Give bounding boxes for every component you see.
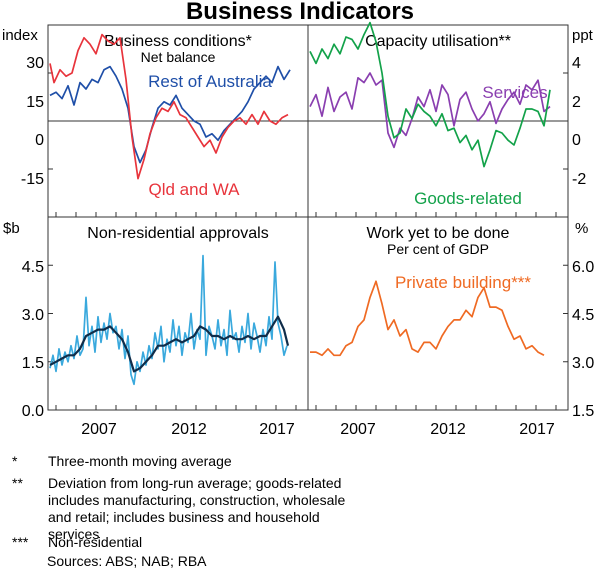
- panel2-title: Capacity utilisation**: [365, 33, 511, 50]
- main-title: Business Indicators: [186, 0, 414, 25]
- panel1-series-qld-and-wa: [49, 33, 289, 180]
- sources: Sources: ABS; NAB; RBA: [47, 553, 207, 569]
- left-xtick-2017: 2017: [259, 421, 295, 438]
- panel3-series-three-month-moving-average: [49, 315, 290, 373]
- p1-ytick-30: 30: [26, 55, 44, 72]
- panel3-series-monthly: [49, 254, 288, 386]
- p3-ytick-4-5: 4.5: [22, 259, 44, 276]
- p2-ytick-4: 4: [572, 55, 581, 72]
- p4-ytick-3-0: 3.0: [572, 355, 594, 372]
- p2-ytick-0: 0: [572, 132, 581, 149]
- label-rest-of-australia: Rest of Australia: [148, 72, 272, 91]
- left-xtick-2012: 2012: [171, 421, 207, 438]
- note-1-text: Three-month moving average: [48, 453, 232, 469]
- note-2-text: Deviation from long-run average; goods-r…: [48, 475, 346, 542]
- note-3-mark: ***: [12, 534, 29, 550]
- panel1-series-rest-of-australia: [49, 65, 291, 164]
- label-goods-related: Goods-related: [414, 189, 522, 208]
- panel4-unit-label: %: [575, 220, 588, 237]
- p2-ytick-2: 2: [572, 94, 581, 111]
- left-xtick-2007: 2007: [81, 421, 117, 438]
- panel2-unit-label: ppt: [572, 27, 594, 44]
- panel4-series-private-building: [310, 280, 545, 357]
- panel1-subtitle: Net balance: [141, 49, 216, 65]
- panel1-title: Business conditions*: [104, 33, 252, 50]
- p1-ytick-15: 15: [26, 94, 44, 111]
- p1-ytick-m15: -15: [21, 171, 44, 188]
- p3-ytick-1-5: 1.5: [22, 355, 44, 372]
- panel4-subtitle: Per cent of GDP: [387, 241, 489, 257]
- panel4-title: Work yet to be done: [367, 225, 510, 242]
- p2-ytick-m2: -2: [572, 171, 586, 188]
- panel3-title: Non-residential approvals: [87, 225, 268, 242]
- right-xtick-2017: 2017: [519, 421, 555, 438]
- business-indicators-chart: Business Indicators Business conditions*…: [2, 0, 594, 438]
- p3-ytick-0-0: 0.0: [22, 403, 44, 420]
- panel2-series-services: [309, 72, 551, 149]
- p4-ytick-4-5: 4.5: [572, 307, 594, 324]
- right-xtick-2007: 2007: [340, 421, 376, 438]
- note-1-mark: *: [12, 453, 18, 469]
- p3-ytick-3-0: 3.0: [22, 307, 44, 324]
- label-private-building: Private building***: [395, 273, 531, 292]
- p4-ytick-1-5: 1.5: [572, 403, 594, 420]
- panel1-unit-label: index: [2, 27, 38, 44]
- note-2-mark: **: [12, 475, 23, 491]
- panel3-unit-label: $b: [3, 220, 20, 237]
- note-3-text: Non-residential: [48, 534, 143, 550]
- panel2-series-goods-related: [309, 21, 551, 168]
- label-qld-and-wa: Qld and WA: [148, 180, 240, 199]
- series-layer: [48, 21, 568, 411]
- p1-ytick-0: 0: [35, 132, 44, 149]
- p4-ytick-6-0: 6.0: [572, 259, 594, 276]
- right-xtick-2012: 2012: [430, 421, 466, 438]
